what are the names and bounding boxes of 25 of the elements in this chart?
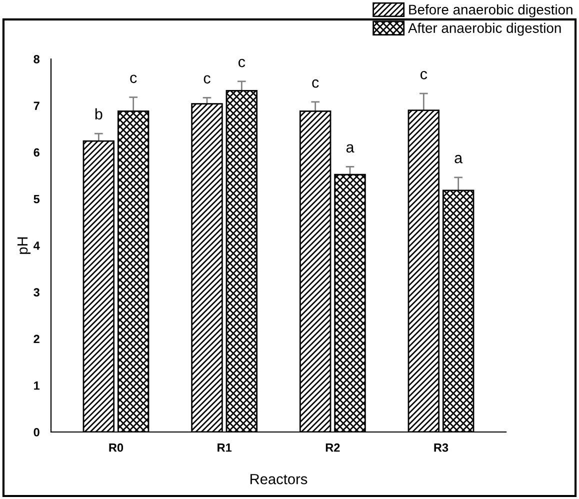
y-tick-label: 5 <box>34 195 40 204</box>
y-axis-title: pH <box>17 237 31 254</box>
annotation: b <box>95 108 102 120</box>
y-tick-label: 3 <box>34 288 40 297</box>
x-tick-label: R0 <box>109 443 124 452</box>
annotation: c <box>130 74 137 84</box>
y-tick-label: 2 <box>34 334 40 344</box>
x-tick-label: R2 <box>326 443 340 452</box>
x-tick-label: R1 <box>218 444 232 452</box>
x-axis-title: Reactors <box>250 474 308 484</box>
legend-label: After anaerobic digestion <box>408 22 561 36</box>
legend-label: Before anaerobic digestion <box>409 4 572 18</box>
annotation: a <box>346 144 354 153</box>
x-tick-label: R3 <box>434 443 448 452</box>
y-tick-label: 1 <box>34 382 40 390</box>
y-tick-label: 0 <box>34 428 40 436</box>
y-tick-label: 4 <box>34 242 40 250</box>
y-tick-label: 7 <box>34 102 40 110</box>
annotation: c <box>420 71 428 80</box>
y-tick-label: 8 <box>34 55 40 64</box>
y-tick-label: 6 <box>34 148 40 157</box>
annotation: c <box>204 75 210 84</box>
annotation: c <box>238 58 246 68</box>
annotation: c <box>312 79 319 88</box>
annotation: a <box>454 154 463 164</box>
